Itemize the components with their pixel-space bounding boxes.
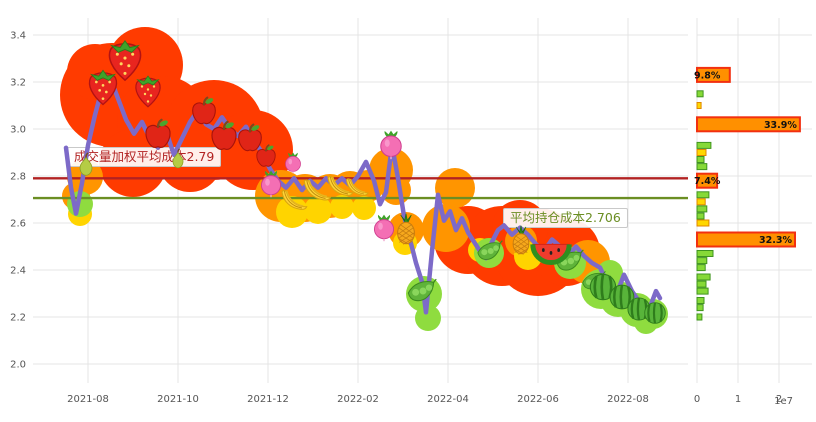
volume-bar [696,149,707,156]
volume-bubble [415,305,441,331]
volume-bubble [304,196,332,224]
volume-bar [696,304,704,312]
volume-bar [696,141,712,149]
x-tick-label: 2021-08 [67,394,109,405]
volume-bar [696,264,706,272]
volume-bar [696,280,707,288]
axis-offset-label: 1e7 [774,396,793,407]
y-tick-label: 2.0 [10,360,26,371]
apple-icon [191,95,217,125]
apple-icon [144,117,172,149]
strawberry-icon [135,75,161,108]
radish-icon [380,130,402,160]
y-tick-label: 3.0 [10,125,26,136]
volume-profile-bars: 9.8% 33.9% 7.4% 32.3% [694,66,801,321]
x-tick-label: 0 [694,394,700,405]
strawberry-icon [88,69,118,106]
x-tick-label: 2021-12 [247,394,289,405]
avg-cost-label: 平均持仓成本2.706 [503,208,628,228]
wslice-icon [533,244,569,262]
volume-bar [696,212,705,220]
volume-bar [696,257,708,265]
volume-bubble [330,195,354,219]
x-tick-label: 2022-04 [427,394,469,405]
volume-bubble [276,196,308,228]
volume-bar [696,250,714,257]
volume-bar [696,219,710,227]
volume-bar [696,90,704,98]
volume-bar [696,287,709,295]
x-tick-label: 2022-08 [607,394,649,405]
pear-icon [79,152,93,177]
x-tick-label: 1 [735,394,741,405]
bar-label: 9.8% [694,70,721,81]
y-tick-label: 2.6 [10,219,26,230]
radish-icon [284,152,302,174]
y-tick-label: 2.4 [10,266,26,277]
radish-icon [373,214,395,242]
volume-bar [696,273,711,281]
bar-label: 32.3% [759,235,792,246]
volume-bar [696,172,719,189]
banana-icon [281,189,308,211]
volume-bar [696,231,796,248]
volume-bar [696,163,708,171]
x-tick-label: 2021-10 [157,394,199,405]
y-tick-label: 3.2 [10,78,26,89]
bar-label: 33.9% [764,120,797,131]
volume-bar [696,66,731,83]
volume-bar [696,102,702,109]
y-tick-label: 2.8 [10,172,26,183]
pineapple-icon [397,213,415,245]
volume-bar [696,198,706,206]
x-tick-label: 2 [776,394,782,405]
peas-icon [407,278,437,302]
peas-icon [477,240,503,261]
watermelon-icon [643,301,667,325]
volume-bar [696,205,708,213]
volume-bubble [352,196,376,220]
y-tick-label: 3.4 [10,31,26,42]
volume-bar [696,156,705,163]
y-tick-label: 2.2 [10,313,26,324]
volume-bar [696,297,705,304]
x-tick-label: 2022-02 [337,394,379,405]
volume-bar [696,116,801,133]
volume-bar [696,313,703,321]
x-tick-label: 2022-06 [517,394,559,405]
volume-bar [696,191,710,199]
bar-label: 7.4% [694,176,721,187]
radish-icon [260,170,282,198]
